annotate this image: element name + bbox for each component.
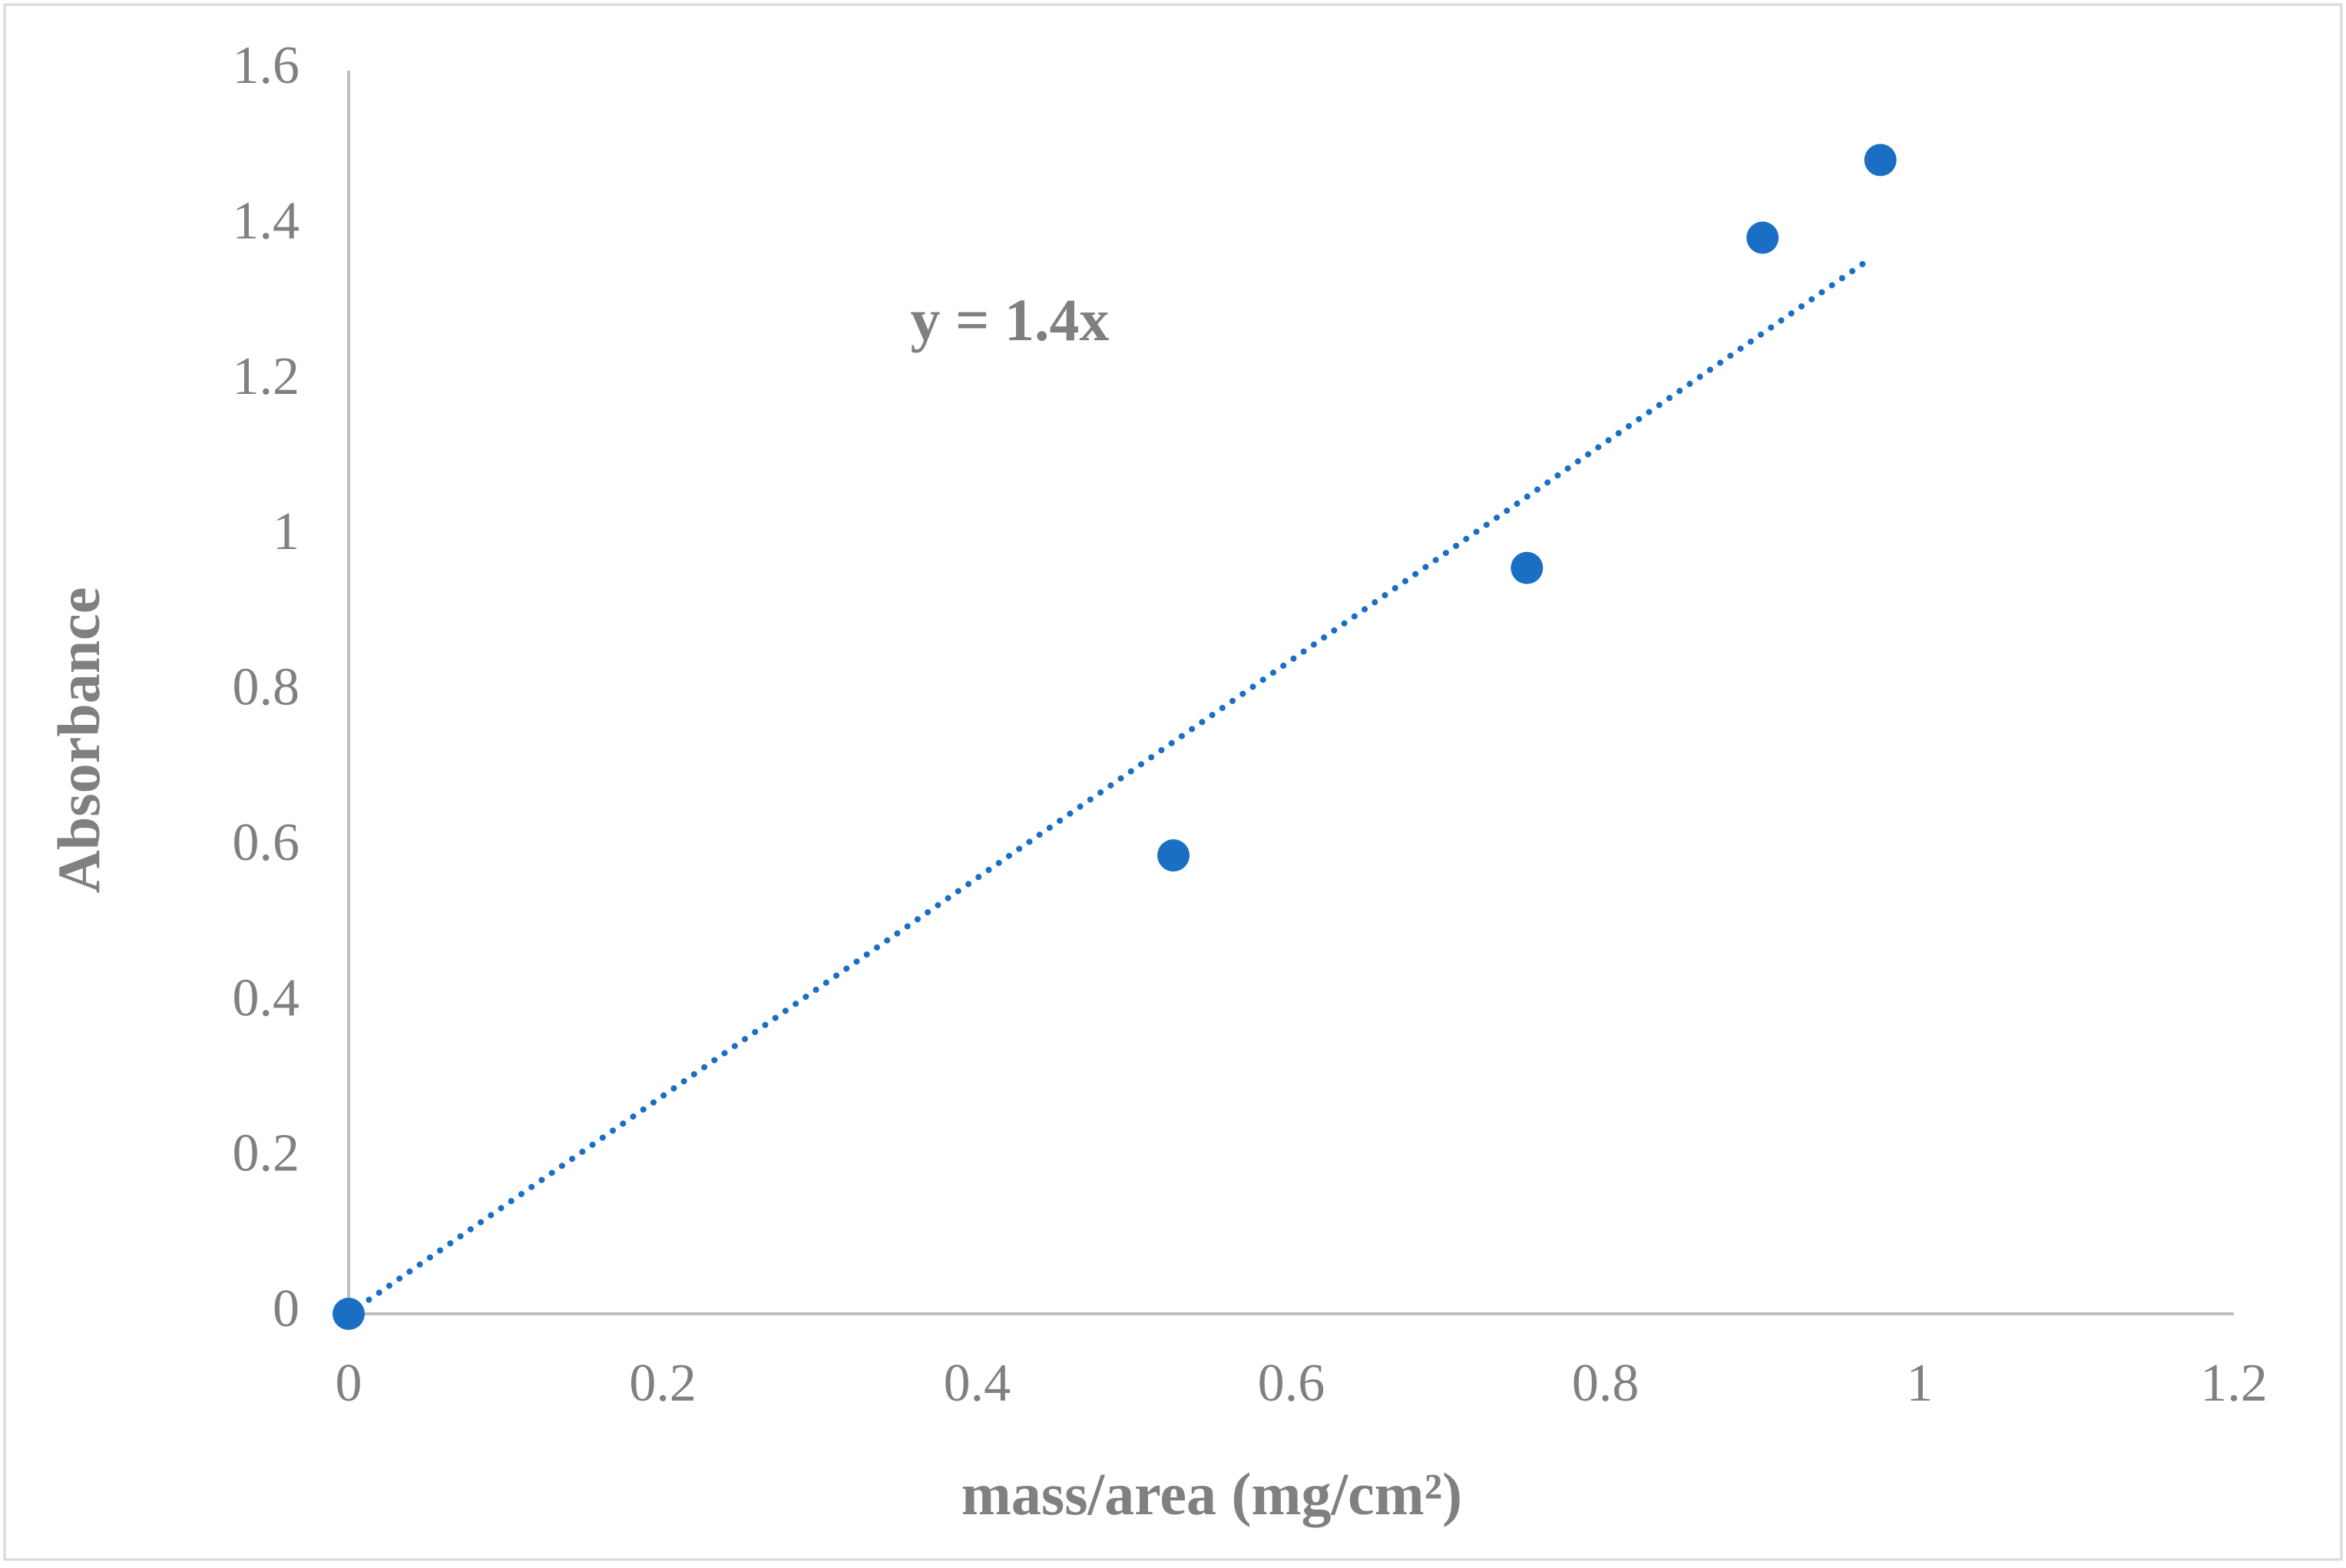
data-point: [1746, 221, 1779, 254]
y-tick-label: 0.6: [233, 813, 300, 872]
x-tick-label: 1.2: [2200, 1354, 2268, 1413]
y-axis-title: Absorbance: [45, 587, 112, 894]
data-point: [1864, 144, 1897, 177]
x-tick-label: 0.4: [944, 1354, 1011, 1413]
x-tick-label: 0.2: [629, 1354, 697, 1413]
y-tick-label: 0.2: [233, 1124, 300, 1183]
data-point: [333, 1298, 365, 1330]
y-tick-label: 1: [273, 502, 299, 561]
x-tick-label: 0: [336, 1354, 362, 1413]
equation-annotation: y = 1.4x: [911, 286, 1110, 353]
y-tick-label: 1.6: [233, 36, 300, 95]
x-tick-label: 1: [1906, 1354, 1933, 1413]
y-tick-label: 0: [273, 1279, 299, 1338]
x-tick-label: 0.6: [1258, 1354, 1325, 1413]
x-axis-title: mass/area (mg/cm²): [961, 1460, 1462, 1527]
y-tick-label: 0.8: [233, 658, 300, 717]
data-point: [1157, 839, 1190, 872]
x-tick-label: 0.8: [1572, 1354, 1640, 1413]
y-tick-label: 1.2: [233, 347, 300, 406]
data-point: [1511, 551, 1544, 584]
y-tick-label: 1.4: [233, 191, 300, 250]
chart-border: [3, 3, 2343, 1561]
trendline: [346, 253, 1876, 1317]
y-tick-label: 0.4: [233, 968, 300, 1027]
